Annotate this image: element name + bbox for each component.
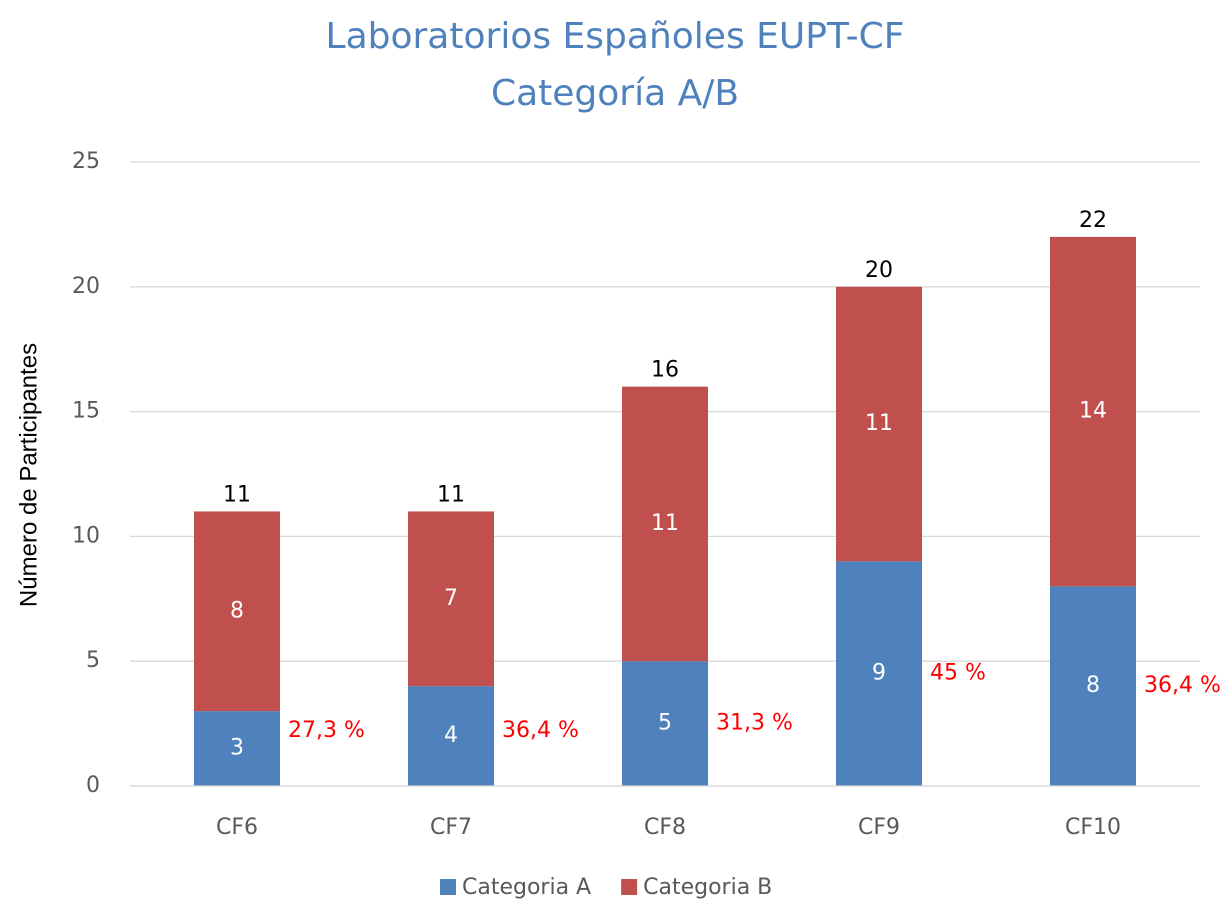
y-tick-label: 15 bbox=[72, 399, 100, 424]
chart-title: Laboratorios Españoles EUPT-CF bbox=[326, 16, 905, 57]
total-label: 16 bbox=[651, 358, 679, 383]
y-tick-label: 10 bbox=[72, 523, 100, 548]
legend-swatch bbox=[621, 879, 637, 895]
share-label: 27,3 % bbox=[288, 718, 365, 743]
x-tick-label: CF8 bbox=[644, 815, 686, 840]
legend-swatch bbox=[440, 879, 456, 895]
x-tick-label: CF6 bbox=[216, 815, 258, 840]
x-tick-label: CF7 bbox=[430, 815, 472, 840]
share-label: 36,4 % bbox=[1144, 673, 1221, 698]
data-label: 7 bbox=[444, 586, 458, 611]
data-label: 11 bbox=[651, 511, 679, 536]
total-label: 11 bbox=[437, 482, 465, 507]
data-label: 8 bbox=[230, 598, 244, 623]
chart: Laboratorios Españoles EUPT-CF Categoría… bbox=[0, 0, 1230, 903]
y-tick-label: 0 bbox=[86, 773, 100, 798]
data-label: 11 bbox=[865, 411, 893, 436]
legend-label: Categoria B bbox=[643, 875, 772, 900]
total-label: 11 bbox=[223, 482, 251, 507]
data-label: 5 bbox=[658, 711, 672, 736]
x-tick-label: CF10 bbox=[1065, 815, 1121, 840]
data-label: 4 bbox=[444, 723, 458, 748]
y-tick-label: 20 bbox=[72, 274, 100, 299]
x-tick-label: CF9 bbox=[858, 815, 900, 840]
data-label: 8 bbox=[1086, 673, 1100, 698]
y-tick-label: 5 bbox=[86, 648, 100, 673]
y-tick-label: 25 bbox=[72, 149, 100, 174]
data-label: 9 bbox=[872, 661, 886, 686]
legend-label: Categoria A bbox=[462, 875, 591, 900]
total-label: 20 bbox=[865, 258, 893, 283]
total-label: 22 bbox=[1079, 208, 1107, 233]
data-label: 14 bbox=[1079, 399, 1107, 424]
share-label: 45 % bbox=[930, 661, 986, 686]
share-label: 36,4 % bbox=[502, 718, 579, 743]
share-label: 31,3 % bbox=[716, 711, 793, 736]
data-label: 3 bbox=[230, 736, 244, 761]
y-axis-label: Número de Participantes bbox=[15, 343, 42, 607]
chart-title: Categoría A/B bbox=[491, 73, 739, 114]
